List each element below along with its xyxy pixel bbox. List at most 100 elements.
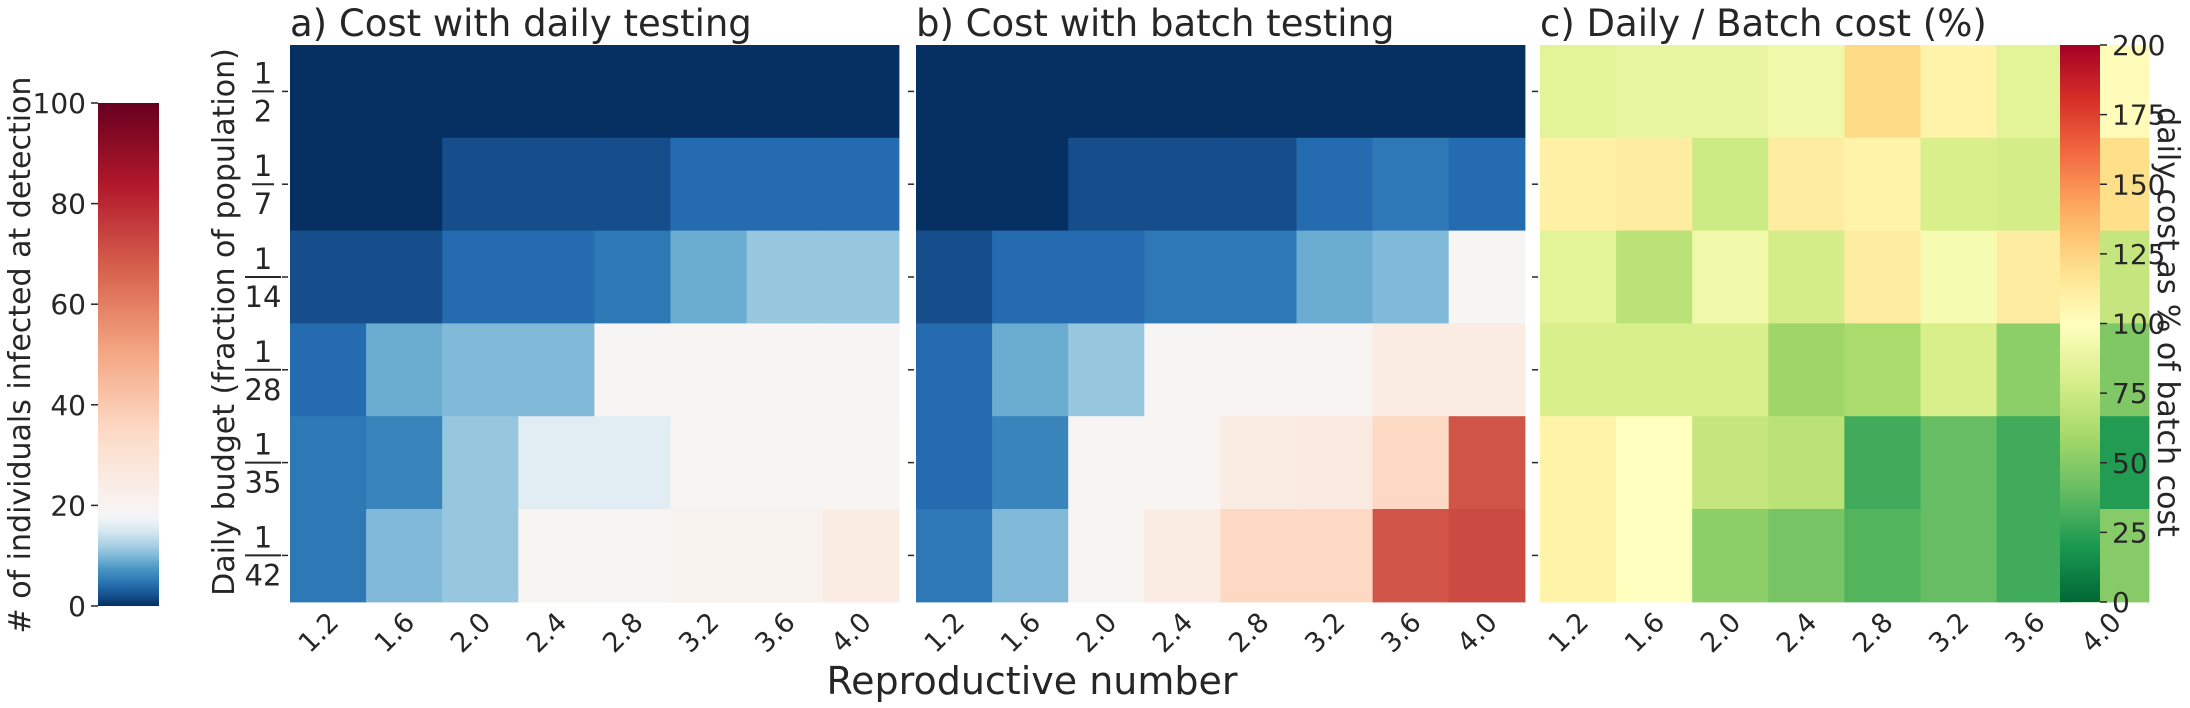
panel-a-title: a) Cost with daily testing <box>290 2 752 45</box>
x-tick-label: 1.2 <box>1543 607 1595 659</box>
heatmap-cell <box>366 323 443 417</box>
colorbar-tick-label: 100 <box>33 87 86 120</box>
panel-b-y-ticks <box>908 90 914 557</box>
heatmap-cell <box>1144 323 1221 417</box>
heatmap-cell <box>594 137 672 232</box>
heatmap-cell <box>366 137 443 232</box>
heatmap-cell <box>746 323 824 417</box>
panel-b-batch-testing: b) Cost with batch testing 1.2 1.6 2.0 2.4 2… <box>908 2 1526 659</box>
heatmap-cell <box>916 230 993 324</box>
heatmap-cell <box>1768 45 1845 139</box>
heatmap-cell <box>594 45 672 139</box>
heatmap-cell <box>670 416 748 510</box>
heatmap-cell <box>1768 230 1845 324</box>
x-tick-label: 3.6 <box>1375 607 1427 659</box>
panel-c-x-ticks: 1.2 1.6 2.0 2.4 2.8 3.2 3.6 4.0 <box>1543 607 2128 659</box>
heatmap-cell <box>1844 45 1922 139</box>
x-tick-label: 1.6 <box>995 607 1047 659</box>
heatmap-cell <box>1616 230 1693 324</box>
heatmap-cell <box>670 509 748 603</box>
heatmap-cell <box>518 45 595 139</box>
panel-b-title: b) Cost with batch testing <box>916 2 1394 45</box>
left-colorbar-gradient <box>98 103 159 606</box>
y-tick-denominator: 2 <box>254 94 272 128</box>
left-colorbar: 0 20 40 60 80 100 # of individuals infected a… <box>3 77 159 634</box>
panel-a-cells <box>290 45 900 603</box>
x-tick-label: 3.6 <box>749 607 801 659</box>
heatmap-cell <box>518 416 595 510</box>
right-colorbar-gradient <box>2060 45 2100 602</box>
heatmap-cell <box>1768 137 1845 232</box>
panel-a-y-ticks: 1 2 1 7 1 14 1 28 1 35 1 42 <box>245 56 288 592</box>
left-colorbar-label: # of individuals infected at detection <box>3 77 38 634</box>
colorbar-tick-label: 200 <box>2112 29 2165 62</box>
heatmap-cell <box>1220 416 1298 510</box>
heatmap-cell <box>1296 416 1374 510</box>
y-tick-numerator: 1 <box>254 520 272 554</box>
panel-b-x-ticks: 1.2 1.6 2.0 2.4 2.8 3.2 3.6 4.0 <box>919 607 1504 659</box>
y-axis-label: Daily budget (fraction of population) <box>207 48 242 596</box>
colorbar-tick-label: 100 <box>2112 308 2165 341</box>
x-tick-label: 2.0 <box>445 607 497 659</box>
x-tick-label: 4.0 <box>1451 607 1503 659</box>
heatmap-cell <box>746 137 824 232</box>
y-tick-numerator: 1 <box>254 56 272 90</box>
heatmap-cell <box>1692 509 1769 603</box>
heatmap-cell <box>1844 416 1922 510</box>
x-tick-label: 2.8 <box>597 607 649 659</box>
heatmap-cell <box>290 137 367 232</box>
left-colorbar-ticks: 0 20 40 60 80 100 <box>33 87 98 623</box>
heatmap-cell <box>1220 230 1298 324</box>
x-tick-label: 3.2 <box>673 607 725 659</box>
heatmap-cell <box>442 416 519 510</box>
heatmap-cell <box>1448 45 1526 139</box>
x-tick-label: 3.2 <box>1299 607 1351 659</box>
heatmap-cell <box>1616 45 1693 139</box>
heatmap-cell <box>290 323 367 417</box>
colorbar-tick-label: 175 <box>2112 99 2165 132</box>
heatmap-cell <box>594 509 672 603</box>
y-tick-numerator: 1 <box>254 428 272 462</box>
colorbar-tick-label: 75 <box>2112 377 2148 410</box>
panel-c-cells <box>1540 45 2150 603</box>
x-tick-label: 2.4 <box>1147 607 1199 659</box>
heatmap-cell <box>1068 45 1145 139</box>
heatmap-cell <box>1616 509 1693 603</box>
heatmap-cell <box>916 45 993 139</box>
right-colorbar: 0 25 50 75 100 125 150 175 200 daily cost as % o… <box>2060 29 2185 619</box>
heatmap-cell <box>992 137 1069 232</box>
heatmap-cell <box>1448 230 1526 324</box>
heatmap-cell <box>992 45 1069 139</box>
heatmap-cell <box>1144 509 1221 603</box>
x-tick-label: 3.6 <box>1999 607 2051 659</box>
colorbar-tick-label: 40 <box>50 389 86 422</box>
heatmap-cell <box>1372 416 1450 510</box>
heatmap-cell <box>518 509 595 603</box>
x-tick-label: 2.4 <box>521 607 573 659</box>
heatmap-cell <box>1920 323 1998 417</box>
heatmap-cell <box>366 230 443 324</box>
heatmap-cell <box>1692 137 1769 232</box>
heatmap-cell <box>1540 323 1617 417</box>
x-tick-label: 1.6 <box>1619 607 1671 659</box>
heatmap-cell <box>1068 323 1145 417</box>
heatmap-cell <box>1448 137 1526 232</box>
heatmap-cell <box>1144 416 1221 510</box>
heatmap-cell <box>916 323 993 417</box>
heatmap-cell <box>992 323 1069 417</box>
heatmap-cell <box>916 137 993 232</box>
heatmap-cell <box>822 45 900 139</box>
heatmap-cell <box>746 416 824 510</box>
heatmap-cell <box>1068 416 1145 510</box>
y-tick-numerator: 1 <box>254 242 272 276</box>
colorbar-tick-label: 125 <box>2112 238 2165 271</box>
y-tick-denominator: 35 <box>245 466 282 500</box>
colorbar-tick-label: 25 <box>2112 516 2148 549</box>
heatmap-cell <box>442 45 519 139</box>
heatmap-cell <box>1296 45 1374 139</box>
heatmap-cell <box>518 230 595 324</box>
panel-b-cells <box>916 45 1526 603</box>
x-tick-label: 2.0 <box>1695 607 1747 659</box>
heatmap-cell <box>290 230 367 324</box>
heatmap-cell <box>1920 416 1998 510</box>
